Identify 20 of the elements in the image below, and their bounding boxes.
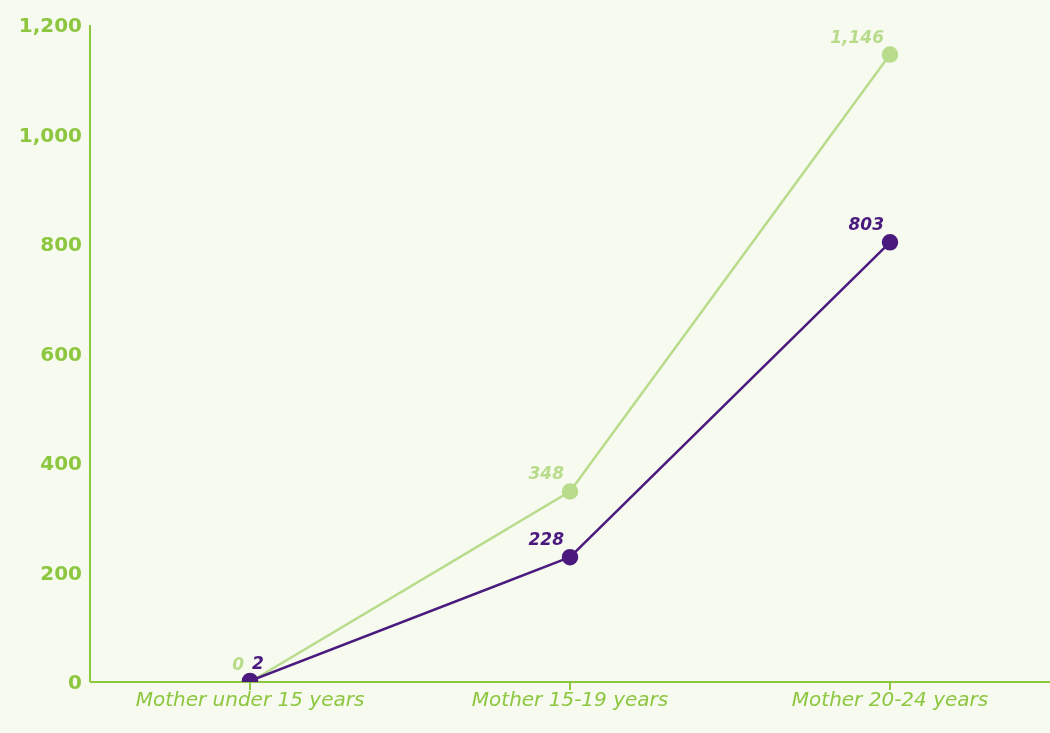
y-tick-label: 0 (68, 670, 82, 695)
point (561, 548, 579, 566)
y-tick-label: 200 (40, 560, 82, 585)
point (881, 234, 899, 251)
y-tick-label: 400 (40, 451, 82, 476)
point (561, 483, 579, 500)
data-label: 228 (528, 529, 565, 550)
y-tick-label: 1,000 (18, 122, 82, 147)
y-tick-label: 600 (40, 341, 82, 366)
data-label: 1,146 (830, 26, 885, 47)
data-label: 803 (848, 214, 884, 235)
point (881, 46, 899, 63)
y-tick-label: 1,200 (18, 13, 82, 38)
data-label: 0 (232, 654, 245, 674)
data-label: 2 (252, 652, 264, 673)
data-label: 348 (528, 463, 565, 484)
x-tick-label: Mother under 15 years (135, 687, 365, 712)
x-tick-label: Mother 15-19 years (471, 687, 669, 712)
x-tick-label: Mother 20-24 years (791, 687, 989, 712)
y-tick-label: 800 (40, 232, 82, 257)
